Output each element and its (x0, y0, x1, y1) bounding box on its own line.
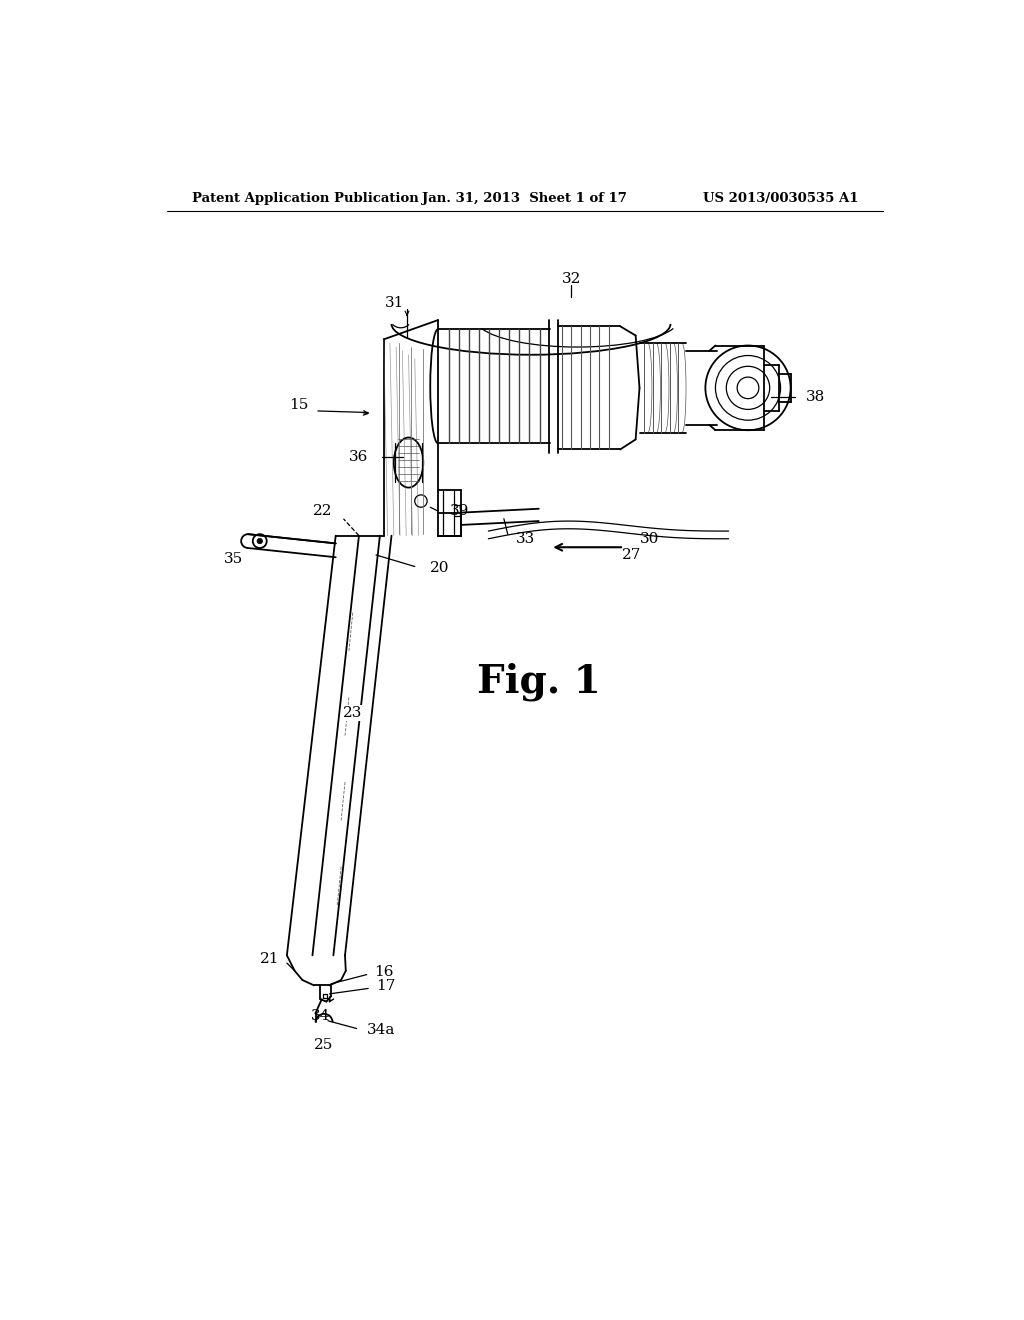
Text: 27: 27 (622, 548, 641, 562)
Text: 35: 35 (223, 552, 243, 566)
Text: 21: 21 (260, 952, 280, 966)
Text: 33: 33 (515, 532, 535, 545)
Text: 25: 25 (313, 1039, 333, 1052)
Text: 15: 15 (289, 397, 308, 412)
Text: US 2013/0030535 A1: US 2013/0030535 A1 (702, 191, 858, 205)
Text: 34: 34 (310, 1010, 330, 1023)
Text: 34a: 34a (367, 1023, 395, 1038)
Text: 16: 16 (375, 965, 394, 979)
Text: 32: 32 (561, 272, 581, 286)
Circle shape (257, 539, 262, 544)
Text: Fig. 1: Fig. 1 (477, 663, 601, 701)
Text: 31: 31 (385, 296, 403, 310)
Text: Jan. 31, 2013  Sheet 1 of 17: Jan. 31, 2013 Sheet 1 of 17 (422, 191, 628, 205)
Text: 30: 30 (640, 532, 658, 545)
Text: 22: 22 (313, 504, 333, 517)
Text: Patent Application Publication: Patent Application Publication (191, 191, 418, 205)
Text: 36: 36 (349, 450, 369, 465)
Text: 38: 38 (806, 391, 825, 404)
Text: 23: 23 (343, 706, 362, 719)
Text: 20: 20 (430, 561, 450, 576)
Text: 39: 39 (450, 504, 469, 517)
Text: 17: 17 (376, 979, 395, 993)
